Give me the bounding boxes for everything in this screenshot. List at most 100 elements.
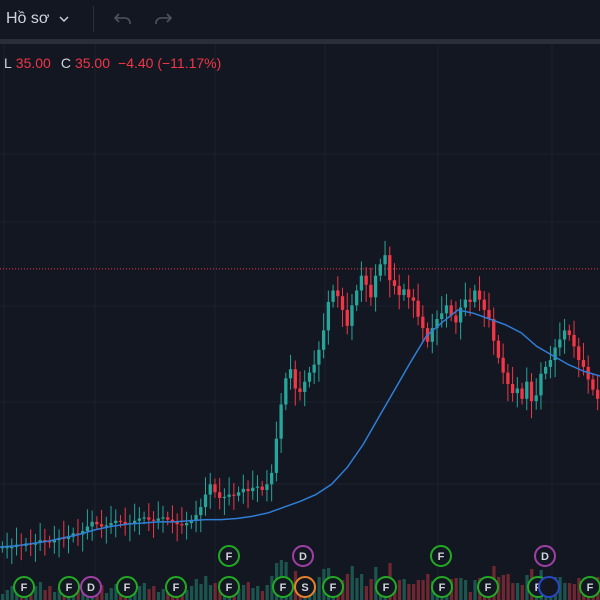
price-chart[interactable]: F D F DF F D F F F F S F F F F F F: [0, 44, 600, 600]
candle-body: [175, 521, 179, 525]
candle-body: [109, 523, 113, 526]
candle-body: [0, 547, 5, 549]
volume-bar: [114, 584, 118, 600]
volume-bar: [34, 586, 38, 600]
volume-bar: [256, 586, 260, 600]
candle-body: [251, 487, 255, 492]
profile-dropdown[interactable]: Hồ sơ: [0, 0, 75, 38]
candle-body: [246, 488, 250, 492]
volume-bar: [317, 577, 321, 600]
volume-bar: [520, 585, 524, 600]
event-marker-F[interactable]: F: [375, 576, 397, 598]
candle-body: [440, 313, 444, 319]
svg-text:F: F: [438, 551, 445, 563]
candle-body: [591, 379, 595, 390]
volume-bar: [421, 580, 425, 600]
candle-body: [76, 533, 80, 535]
volume-bar: [506, 574, 510, 600]
volume-bar: [38, 582, 43, 600]
svg-text:F: F: [124, 582, 131, 594]
candle-body: [534, 395, 538, 402]
candle-body: [156, 518, 160, 521]
candle-body: [397, 285, 401, 296]
candle-body: [416, 300, 420, 317]
volume-bar: [57, 588, 61, 600]
volume-bar: [10, 586, 14, 600]
candle-body: [463, 299, 468, 308]
svg-text:D: D: [299, 551, 307, 563]
candle-body: [284, 378, 288, 405]
event-marker-F[interactable]: F: [579, 576, 600, 598]
candle-body: [510, 383, 515, 394]
volume-bar: [109, 588, 113, 600]
event-marker-F[interactable]: F: [13, 576, 35, 598]
svg-text:F: F: [226, 582, 233, 594]
event-marker-F[interactable]: F: [431, 576, 453, 598]
event-marker-F[interactable]: F: [165, 576, 187, 598]
volume-bar: [147, 589, 151, 600]
candle-body: [553, 347, 557, 361]
event-marker-blank[interactable]: [538, 576, 560, 598]
event-marker-F[interactable]: F: [218, 545, 240, 567]
candle-body: [227, 494, 231, 497]
candle-body: [369, 284, 373, 298]
event-marker-D[interactable]: D: [534, 545, 556, 567]
candle-body: [104, 525, 108, 527]
volume-bar: [208, 585, 213, 600]
redo-icon: [155, 13, 173, 24]
volume-bar: [412, 584, 416, 600]
volume-bar: [5, 590, 9, 600]
event-marker-F[interactable]: F: [430, 545, 452, 567]
volume-bar: [468, 592, 472, 600]
candle-body: [373, 275, 378, 298]
volume-bar: [350, 566, 354, 600]
volume-bar: [189, 586, 194, 600]
event-marker-F[interactable]: F: [477, 576, 499, 598]
redo-button[interactable]: [152, 8, 174, 30]
candle-body: [255, 486, 260, 488]
candle-body: [407, 289, 411, 298]
candle-body: [421, 316, 425, 329]
volume-bar: [515, 583, 520, 600]
candle-body: [345, 309, 349, 326]
close-label: C: [60, 55, 71, 71]
volume-bar: [142, 583, 146, 600]
volume-bar: [133, 590, 137, 600]
candle-body: [331, 290, 335, 302]
candle-body: [506, 372, 510, 384]
candle-body: [454, 315, 458, 323]
candle-body: [270, 472, 274, 485]
top-toolbar: Hồ sơ: [0, 0, 600, 38]
event-marker-F[interactable]: F: [116, 576, 138, 598]
volume-bar: [161, 589, 165, 600]
volume-bar: [156, 592, 161, 600]
volume-bar: [246, 582, 250, 600]
candle-body: [118, 520, 123, 522]
volume-bar: [241, 585, 246, 600]
event-marker-F[interactable]: F: [322, 576, 344, 598]
candle-body: [47, 541, 52, 543]
volume-bar: [52, 592, 57, 600]
volume-bar: [100, 585, 104, 600]
event-marker-F[interactable]: F: [272, 576, 294, 598]
candle-body: [558, 339, 562, 348]
candle-body: [326, 301, 330, 331]
undo-button[interactable]: [112, 8, 134, 30]
volume-bar: [204, 576, 208, 600]
volume-bar: [463, 580, 468, 600]
event-marker-F[interactable]: F: [218, 576, 240, 598]
candle-body: [161, 517, 165, 519]
volume-bar: [454, 578, 458, 600]
event-marker-S[interactable]: S: [294, 576, 316, 598]
candle-body: [572, 334, 576, 347]
candle-body: [147, 517, 151, 520]
candle-body: [208, 484, 212, 495]
volume-bar: [355, 578, 359, 600]
volume-bar: [48, 586, 52, 600]
candle-body: [567, 330, 571, 335]
event-marker-D[interactable]: D: [80, 576, 102, 598]
candle-body: [501, 357, 505, 373]
event-marker-D[interactable]: D: [292, 545, 314, 567]
svg-text:F: F: [485, 582, 492, 594]
event-marker-F[interactable]: F: [58, 576, 80, 598]
